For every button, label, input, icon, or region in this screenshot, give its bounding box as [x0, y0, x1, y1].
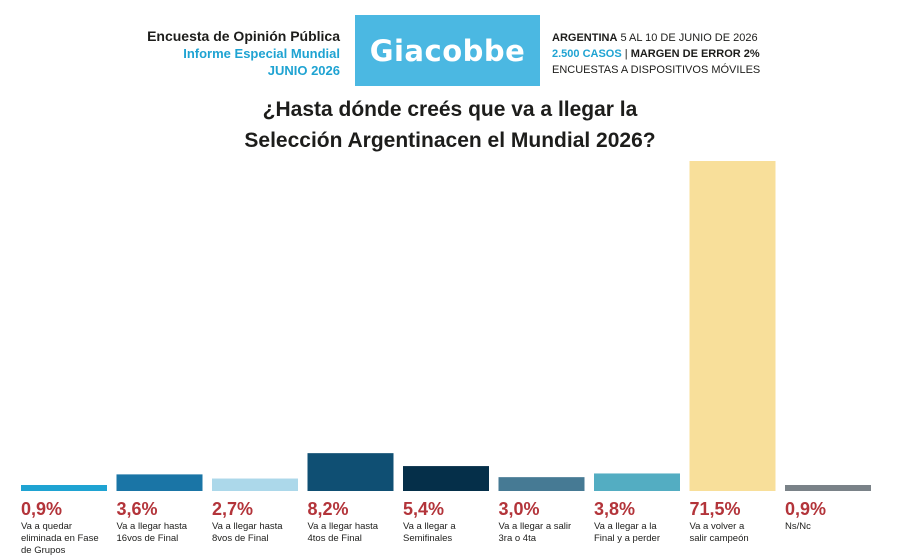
survey-info-line2: 2.500 CASOS | MARGEN DE ERROR 2%	[552, 46, 882, 62]
bar-1	[21, 485, 107, 491]
bar-8	[689, 161, 776, 491]
bar-value-label-2: 3,6%	[117, 499, 158, 519]
survey-header-left: Encuesta de Opinión Pública Informe Espe…	[120, 28, 340, 79]
bar-value-label-4: 8,2%	[308, 499, 349, 519]
bar-category-label-2-line-1: Va a llegar hasta	[117, 521, 188, 532]
chart-title-line2: Selección Argentinacen el Mundial 2026?	[244, 129, 656, 152]
bar-4	[307, 453, 394, 491]
bar-7	[594, 473, 680, 491]
survey-error-margin: MARGEN DE ERROR 2%	[630, 48, 760, 60]
bar-9	[785, 485, 871, 491]
bar-category-label-3-line-2: 8vos de Final	[212, 533, 269, 544]
bar-category-label-8-line-2: salir campeón	[690, 533, 749, 544]
survey-info: ARGENTINA 5 AL 10 DE JUNIO DE 2026 2.500…	[552, 30, 882, 78]
bar-category-label-4-line-2: 4tos de Final	[308, 533, 362, 544]
bar-category-label-1-line-2: eliminada en Fase	[21, 533, 99, 544]
bar-category-label-6-line-1: Va a llegar a salir	[499, 521, 572, 532]
bar-5	[403, 466, 489, 491]
bar-category-label-7-line-2: Final y a perder	[594, 533, 660, 544]
survey-dates: 5 AL 10 DE JUNIO DE 2026	[617, 32, 758, 44]
survey-country: ARGENTINA	[552, 32, 618, 44]
bar-category-label-2-line-2: 16vos de Final	[117, 533, 179, 544]
bar-category-label-5-line-2: Semifinales	[403, 533, 452, 544]
survey-cases: 2.500 CASOS	[552, 48, 622, 60]
bar-value-label-9: 0,9%	[785, 499, 826, 519]
bar-category-label-1-line-3: de Grupos	[21, 545, 66, 556]
bar-category-label-7-line-1: Va a llegar a la	[594, 521, 657, 532]
brand-logo-box: Giacobbe	[355, 15, 540, 86]
bar-category-label-9-line-1: Ns/Nc	[785, 521, 811, 532]
bar-value-label-7: 3,8%	[594, 499, 635, 519]
survey-title: Encuesta de Opinión Pública	[147, 28, 340, 44]
bar-category-label-1-line-1: Va a quedar	[21, 521, 72, 532]
chart-title-line1: ¿Hasta dónde creés que va a llegar la	[262, 98, 638, 121]
bar-value-label-3: 2,7%	[212, 499, 253, 519]
bar-value-label-1: 0,9%	[21, 499, 62, 519]
bar-category-label-8-line-1: Va a volver a	[690, 521, 745, 532]
survey-method: ENCUESTAS A DISPOSITIVOS MÓVILES	[552, 64, 761, 76]
bar-2	[116, 474, 203, 491]
bar-category-label-5-line-1: Va a llegar a	[403, 521, 456, 532]
bar-category-label-4-line-1: Va a llegar hasta	[308, 521, 379, 532]
bar-value-label-8: 71,5%	[690, 499, 741, 519]
bar-value-label-6: 3,0%	[499, 499, 540, 519]
brand-logo-text: Giacobbe	[369, 33, 526, 68]
bar-3	[212, 478, 298, 491]
survey-info-separator: |	[621, 48, 631, 60]
survey-info-line1: ARGENTINA 5 AL 10 DE JUNIO DE 2026	[552, 30, 882, 46]
survey-date: JUNIO 2026	[267, 63, 340, 78]
bar-category-label-6-line-2: 3ra o 4ta	[499, 533, 537, 544]
survey-subtitle: Informe Especial Mundial	[183, 46, 340, 61]
chart-title: ¿Hasta dónde creés que va a llegar la Se…	[0, 94, 900, 156]
bar-category-label-3-line-1: Va a llegar hasta	[212, 521, 283, 532]
bar-6	[498, 477, 585, 491]
bar-value-label-5: 5,4%	[403, 499, 444, 519]
